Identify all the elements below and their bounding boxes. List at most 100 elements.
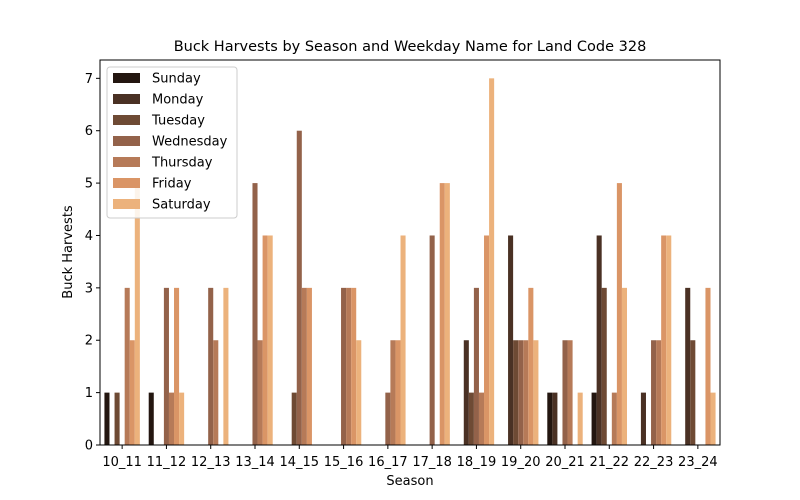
x-tick-label: 21_22 [589,455,629,470]
bar-saturday-12_13 [223,287,229,445]
bar-thursday-13_14 [257,340,263,445]
bar-tuesday-18_19 [468,392,474,445]
bar-wednesday-18_19 [473,287,479,445]
bar-thursday-18_19 [478,392,485,445]
legend-swatch-sunday [113,73,140,83]
x-tick-label: 13_14 [235,455,275,470]
bar-tuesday-21_22 [601,287,607,445]
y-tick-label: 3 [85,281,93,296]
bar-tuesday-23_24 [690,340,696,445]
bar-saturday-19_20 [533,340,539,445]
bar-saturday-21_22 [621,287,627,445]
bar-sunday-10_11 [104,392,110,445]
x-tick-label: 19_20 [501,455,541,470]
bar-thursday-22_23 [656,340,662,445]
legend-label-sunday: Sunday [152,72,201,87]
bar-sunday-21_22 [591,392,597,445]
x-tick-label: 23_24 [678,455,718,470]
bar-saturday-23_24 [710,392,716,445]
legend-swatch-saturday [113,199,140,209]
bar-wednesday-16_17 [385,392,391,445]
bar-tuesday-19_20 [513,340,519,445]
bar-sunday-11_12 [148,392,154,445]
bar-thursday-20_21 [567,340,573,445]
bar-thursday-21_22 [611,392,617,445]
y-tick-label: 1 [85,386,93,401]
bar-friday-13_14 [262,235,268,445]
x-tick-label: 10_11 [102,455,142,470]
bar-friday-19_20 [528,287,534,445]
bar-saturday-15_16 [356,340,362,445]
bar-sunday-20_21 [547,392,553,445]
legend-label-thursday: Thursday [151,156,213,171]
x-axis: 10_11 11_12 12_13 13_14 14_15 15_16 16_17 17_18… [102,445,718,470]
bar-wednesday-13_14 [252,183,258,445]
bar-saturday-22_23 [666,235,672,445]
bar-wednesday-22_23 [651,340,657,445]
bar-friday-14_15 [306,287,312,445]
bar-friday-23_24 [705,287,711,445]
bar-friday-22_23 [661,235,667,445]
bar-monday-19_20 [508,235,514,445]
legend: Sunday Monday Tuesday Wednesday Thursday Frid… [106,66,238,219]
bar-thursday-16_17 [390,340,396,445]
bar-saturday-10_11 [134,183,140,445]
bar-wednesday-12_13 [208,287,214,445]
legend-label-monday: Monday [152,93,204,108]
y-tick-label: 4 [85,229,93,244]
bar-tuesday-14_15 [291,392,297,445]
bar-wednesday-15_16 [341,287,347,445]
bar-friday-10_11 [129,340,135,445]
bars-group [104,78,716,445]
legend-label-tuesday: Tuesday [151,114,205,129]
x-tick-label: 18_19 [457,455,497,470]
bar-thursday-12_13 [213,340,219,445]
y-tick-label: 0 [85,439,93,454]
x-tick-label: 20_21 [545,455,585,470]
bar-tuesday-10_11 [114,392,120,445]
x-tick-label: 12_13 [191,455,231,470]
bar-wednesday-17_18 [429,235,435,445]
legend-label-saturday: Saturday [152,198,211,213]
y-tick-label: 6 [85,124,93,139]
x-axis-label: Season [386,474,433,489]
x-tick-label: 17_18 [412,455,452,470]
bar-monday-23_24 [685,287,691,445]
legend-swatch-wednesday [113,136,140,146]
bar-friday-16_17 [395,340,401,445]
plot-frame [99,59,721,446]
x-tick-label: 14_15 [279,455,319,470]
bar-wednesday-19_20 [518,340,524,445]
bar-thursday-19_20 [523,340,529,445]
legend-swatch-tuesday [113,115,140,125]
bar-thursday-10_11 [124,287,130,445]
y-axis: 0 1 2 3 4 5 6 7 [85,72,100,454]
legend-label-friday: Friday [152,177,192,192]
chart-title: Buck Harvests by Season and Weekday Name… [174,39,647,55]
y-tick-label: 2 [85,334,93,349]
bar-friday-11_12 [174,287,180,445]
bar-friday-17_18 [439,183,445,445]
bar-monday-18_19 [463,340,469,445]
bar-wednesday-11_12 [163,287,169,445]
bar-thursday-15_16 [346,287,352,445]
bar-saturday-18_19 [489,78,495,445]
x-tick-label: 16_17 [368,455,408,470]
legend-swatch-monday [113,94,140,104]
bar-monday-22_23 [640,392,646,445]
y-axis-label: Buck Harvests [61,205,76,299]
bar-saturday-11_12 [179,392,185,445]
y-tick-label: 7 [85,72,93,87]
bar-thursday-14_15 [301,287,307,445]
x-tick-label: 11_12 [147,455,187,470]
bar-thursday-11_12 [168,392,175,445]
bar-saturday-16_17 [400,235,406,445]
bar-saturday-17_18 [444,183,450,445]
legend-swatch-friday [113,178,140,188]
legend-label-wednesday: Wednesday [152,135,228,150]
legend-swatch-thursday [113,157,140,167]
bar-saturday-13_14 [267,235,273,445]
x-tick-label: 22_23 [634,455,674,470]
bar-friday-15_16 [351,287,357,445]
